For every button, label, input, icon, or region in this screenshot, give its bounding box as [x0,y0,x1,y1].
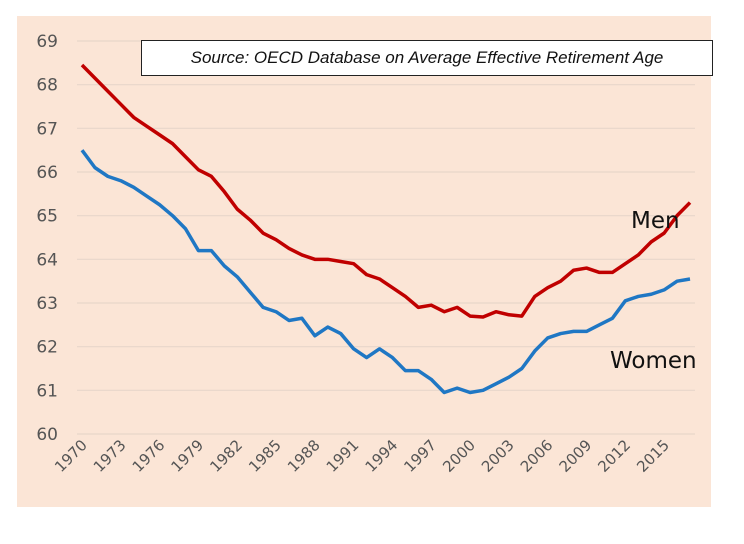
x-tick-label: 2012 [594,436,634,476]
x-tick-label: 2000 [439,436,479,476]
y-tick-label: 60 [36,425,58,445]
y-tick-label: 61 [36,381,58,401]
x-tick-label: 1985 [245,436,285,476]
y-tick-label: 68 [36,76,58,96]
series-label-men: Men [631,208,680,234]
x-tick-label: 1991 [323,436,363,476]
y-tick-label: 66 [36,163,58,183]
chart-background [17,16,711,507]
y-tick-label: 63 [36,294,58,314]
x-tick-label: 1976 [129,436,169,476]
x-tick-label: 2015 [633,436,673,476]
x-tick-label: 2009 [556,436,596,476]
y-tick-label: 69 [36,32,58,52]
y-tick-label: 65 [36,207,58,227]
x-tick-label: 1994 [362,436,402,476]
y-tick-label: 62 [36,338,58,358]
source-annotation: Source: OECD Database on Average Effecti… [141,40,713,76]
x-tick-label: 1988 [284,436,324,476]
y-tick-label: 64 [36,250,58,270]
x-tick-label: 1979 [168,436,208,476]
series-line-men [80,63,692,319]
series-line-women [80,149,691,395]
x-tick-label: 1997 [400,436,440,476]
series-label-women: Women [610,348,697,374]
x-tick-label: 2003 [478,436,518,476]
x-tick-label: 1982 [206,436,246,476]
x-tick-label: 2006 [517,436,557,476]
y-tick-label: 67 [36,119,58,139]
x-tick-label: 1973 [90,436,130,476]
